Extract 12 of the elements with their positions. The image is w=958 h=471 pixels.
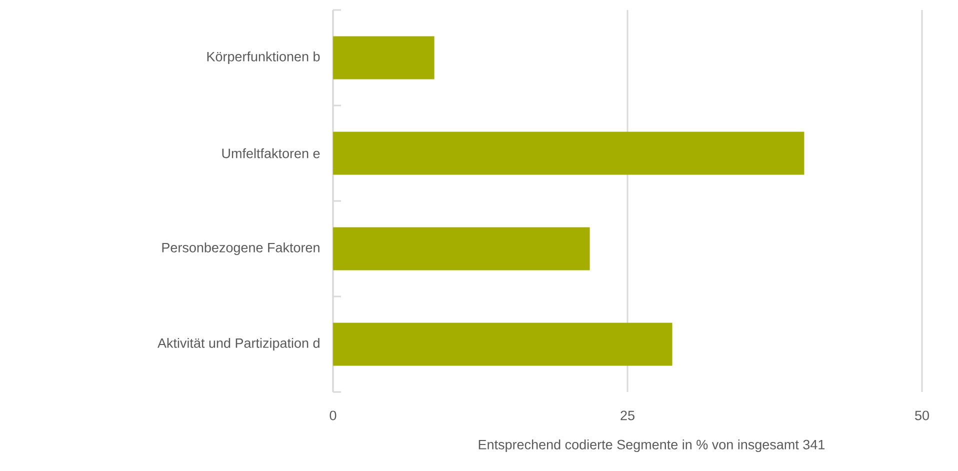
bar <box>333 227 590 270</box>
y-tick-label: Umfeltfaktoren e <box>222 148 320 158</box>
x-axis-title: Entsprechend codierte Segmente in % von insgesamt 341 <box>478 439 825 452</box>
y-tick-label: Körperfunktionen b <box>207 51 320 64</box>
bar <box>333 132 804 175</box>
bar <box>333 322 672 366</box>
x-tick-label: 0 <box>330 410 336 420</box>
x-tick-label: 50 <box>915 410 929 420</box>
y-tick-label: Personbezogene Faktoren <box>162 242 320 256</box>
x-tick-label: 25 <box>620 410 634 420</box>
bar <box>333 36 434 80</box>
y-tick-label: Aktivität und Partizipation d <box>157 338 320 351</box>
